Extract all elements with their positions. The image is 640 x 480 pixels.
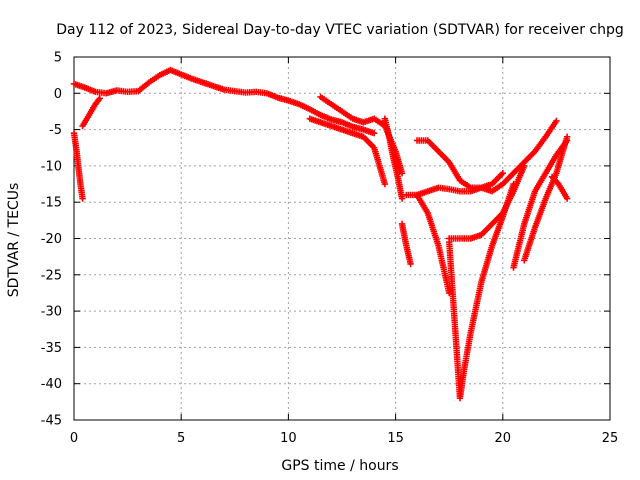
x-tick-label: 20: [495, 431, 512, 446]
data-point: [446, 289, 453, 297]
y-tick-label: 0: [54, 87, 62, 102]
data-point: [407, 260, 414, 268]
x-tick-label: 25: [602, 431, 619, 446]
data-point: [553, 117, 560, 125]
series-rise-alt-23h: [521, 133, 571, 264]
y-tick-label: 5: [54, 51, 62, 66]
series-flat-20h: [446, 162, 528, 242]
y-tick-label: -45: [41, 414, 62, 429]
x-tick-label: 0: [70, 431, 78, 446]
data-point: [521, 162, 528, 170]
series-lower-arc-16h: [403, 117, 560, 199]
data-points: [70, 66, 571, 402]
data-point: [563, 195, 571, 202]
data-point: [381, 180, 389, 188]
y-tick-label: -10: [41, 159, 62, 174]
y-tick-label: -20: [41, 232, 62, 247]
axis-ticks: [73, 56, 611, 421]
y-tick-label: -35: [41, 341, 62, 356]
series-rise-near-hour-1: [79, 95, 103, 130]
series-arc-16h-to-20h: [413, 137, 506, 191]
data-point: [79, 195, 86, 202]
data-point: [370, 130, 378, 137]
y-tick-label: -25: [41, 268, 62, 283]
series-tail-23h: [548, 173, 571, 202]
series-deep-dip-to-27: [413, 191, 453, 297]
data-point: [398, 195, 406, 202]
series-lower-branch-12h: [306, 115, 389, 188]
series-rise-to-23h: [510, 137, 571, 271]
y-tick-label: -5: [49, 123, 62, 138]
y-tick-label: -15: [41, 196, 62, 211]
series-dip-from-hour-0: [70, 130, 86, 202]
x-tick-label: 15: [387, 431, 404, 446]
y-tick-label: -40: [41, 377, 62, 392]
chart-title: Day 112 of 2023, Sidereal Day-to-day VTE…: [56, 22, 624, 38]
y-tick-label: -30: [41, 305, 62, 320]
y-axis-label: SDTVAR / TECUs: [6, 183, 22, 298]
data-point: [96, 95, 103, 102]
data-point: [499, 169, 506, 177]
x-axis-label: GPS time / hours: [281, 458, 398, 474]
y-tick-labels: 5 0 -5 -10 -15 -20 -25 -30 -35 -40 -45: [41, 51, 62, 429]
x-tick-label: 5: [177, 431, 185, 446]
x-tick-labels: 0 5 10 15 20 25: [70, 431, 618, 446]
x-tick-label: 10: [280, 431, 297, 446]
series-steep-drop-15h: [381, 115, 406, 202]
series-deep-dip-to-42: [446, 180, 517, 402]
series-main-drift: [70, 66, 378, 137]
series-short-drop-16h: [398, 220, 414, 268]
data-point: [563, 133, 571, 141]
